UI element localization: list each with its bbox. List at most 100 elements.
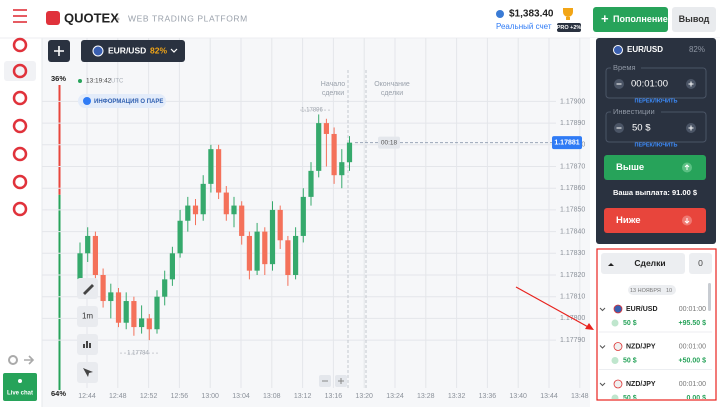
trade-expand[interactable]	[599, 307, 606, 312]
investment-switch[interactable]: ПЕРЕКЛЮЧИТЬ	[635, 142, 678, 148]
asset-chevron	[170, 48, 178, 53]
candle-body	[269, 209, 276, 265]
time-value[interactable]: 00:01:00	[631, 79, 668, 90]
candle-body	[308, 170, 314, 197]
settings-icon[interactable]	[8, 355, 18, 365]
deposit-button[interactable]	[593, 7, 668, 32]
candle-body	[169, 253, 175, 280]
trade-status	[611, 394, 619, 399]
y-tick-label: 1.17810	[560, 294, 585, 301]
sentiment-buy	[58, 194, 61, 390]
logout-icon[interactable]	[24, 355, 35, 365]
up-button[interactable]	[604, 155, 706, 180]
trade-flag	[613, 379, 623, 389]
candle-body	[285, 240, 291, 275]
candle-body	[185, 205, 191, 221]
current-price-box	[552, 136, 582, 150]
y-tick-label: 1.17830	[560, 250, 585, 257]
withdraw-button-text[interactable]: Вывод	[679, 14, 710, 24]
trades-tab-label[interactable]: Сделки	[634, 258, 665, 268]
withdraw-button[interactable]	[672, 7, 716, 32]
nav-icon[interactable]	[12, 37, 28, 53]
time-switch[interactable]: ПЕРЕКЛЮЧИТЬ	[635, 98, 678, 104]
x-tick-label: 13:24	[386, 393, 404, 400]
trade-amount: 50 $	[623, 320, 637, 327]
candle-body	[77, 253, 83, 280]
trade-profit: 0.00 $	[687, 395, 707, 402]
down-button-text[interactable]: Ниже	[616, 215, 641, 226]
nav-icon[interactable]	[12, 90, 28, 106]
asset-selector[interactable]	[81, 40, 185, 62]
candle-body	[323, 123, 329, 134]
timezone: UTC	[111, 79, 124, 85]
live-chat-text[interactable]: Live chat	[7, 391, 33, 397]
trades-tab[interactable]	[601, 253, 685, 274]
candle-body	[177, 220, 183, 254]
info-pill-text[interactable]: ИНФОРМАЦИЯ О ПАРЕ	[94, 99, 163, 105]
trade-flag	[613, 342, 623, 351]
deposit-plus: +	[601, 11, 609, 26]
trade-amount: 50 $	[623, 357, 637, 364]
tab-caret	[608, 263, 614, 266]
highlight-box	[596, 248, 717, 401]
asset-name[interactable]: EUR/USD	[108, 45, 146, 55]
down-button[interactable]	[604, 208, 706, 233]
trade-expand[interactable]	[599, 382, 606, 387]
trophy-icon	[563, 8, 573, 20]
live-dot	[78, 79, 82, 83]
menu-button[interactable]	[13, 9, 27, 23]
candle-body	[254, 231, 260, 271]
up-button-text[interactable]: Выше	[616, 162, 644, 173]
x-tick-label: 13:08	[263, 393, 281, 400]
separator-dot	[116, 17, 120, 21]
y-tick-label: 1.17870	[560, 163, 585, 170]
nav-icon[interactable]	[12, 201, 28, 217]
trade-profit: +95.50 $	[679, 320, 707, 327]
nav-icon[interactable]	[12, 146, 28, 162]
candle-body	[331, 133, 337, 176]
candle-body	[262, 231, 268, 265]
info-pill[interactable]	[78, 94, 166, 108]
candle-body	[100, 275, 106, 302]
date-chip	[628, 285, 676, 295]
timeframe-label[interactable]: 1m	[82, 312, 93, 321]
candle-body	[316, 123, 322, 171]
candle-body	[216, 149, 222, 193]
nav-icon[interactable]	[12, 118, 28, 134]
trade-flag	[613, 304, 623, 314]
trade-status	[611, 319, 619, 327]
live-chat-dot	[18, 379, 22, 383]
asset-payout[interactable]: 82%	[150, 45, 167, 55]
timeframe-button[interactable]	[77, 306, 98, 327]
pencil-icon	[83, 284, 94, 295]
nav-active	[4, 61, 36, 81]
investment-value[interactable]: 50 $	[632, 123, 651, 134]
live-chat-button[interactable]	[3, 373, 37, 401]
x-tick-label: 12:44	[78, 393, 96, 400]
nav-icon[interactable]	[12, 63, 28, 79]
chart: 12:44 12:48 12:52 12:56 13:00 13:04 13:08 13:12…	[42, 38, 589, 400]
time-plus-icon	[688, 81, 694, 87]
date-chip-text: 13 НОЯБРЯ	[630, 288, 661, 294]
trade-asset: EUR/USD	[626, 306, 658, 313]
payout-text: Ваша выплата: 91.00 $	[613, 188, 698, 197]
x-tick-label: 13:00	[201, 393, 219, 400]
trades-list: Сделки 0 13 НОЯБРЯ 10 EUR/USD 00:01:00 50 $ +95…	[599, 253, 712, 402]
nav-icon[interactable]	[12, 174, 28, 190]
candle-body	[92, 235, 98, 275]
pro-badge	[557, 23, 581, 32]
deposit-button-text[interactable]: Пополнение	[613, 14, 668, 24]
account-type[interactable]: Реальный счет	[496, 22, 552, 31]
candle-body	[293, 235, 299, 275]
trade-marker-label: Начало	[321, 81, 345, 88]
add-chart-plus	[54, 46, 64, 56]
investment-label-bg	[611, 108, 661, 116]
trade-expand[interactable]	[599, 345, 606, 349]
x-tick-label: 13:04	[232, 393, 250, 400]
y-tick-label: 1.17820	[560, 272, 585, 279]
candle-body	[277, 209, 283, 241]
candle-body	[246, 235, 252, 271]
x-tick-label: 13:36	[479, 393, 497, 400]
cursor-icon	[83, 368, 93, 377]
